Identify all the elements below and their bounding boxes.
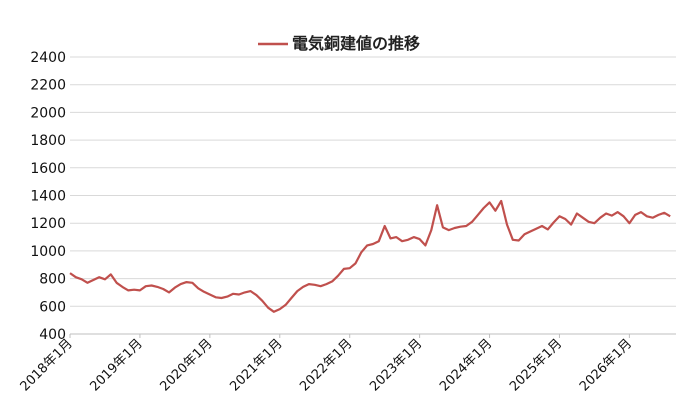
y-tick-label: 600 bbox=[39, 299, 66, 315]
x-tick-label: 2026年1月 bbox=[577, 336, 635, 394]
y-tick-label: 1200 bbox=[30, 216, 66, 232]
x-tick-label: 2024年1月 bbox=[437, 336, 495, 394]
legend: 電気銅建値の推移 bbox=[258, 34, 420, 53]
x-tick-label: 2023年1月 bbox=[367, 336, 425, 394]
y-tick-label: 1800 bbox=[30, 133, 66, 149]
series-line bbox=[69, 199, 671, 313]
y-tick-label: 2000 bbox=[30, 105, 66, 121]
y-tick-label: 1000 bbox=[30, 244, 66, 260]
x-tick-label: 2018年1月 bbox=[18, 336, 76, 394]
y-tick-label: 400 bbox=[39, 327, 66, 343]
y-tick-label: 800 bbox=[39, 272, 66, 288]
x-tick-label: 2025年1月 bbox=[507, 336, 565, 394]
legend-label: 電気銅建値の推移 bbox=[292, 34, 420, 53]
x-tick-label: 2022年1月 bbox=[297, 336, 355, 394]
gridlines bbox=[70, 56, 676, 335]
y-tick-label: 2400 bbox=[30, 50, 66, 66]
y-axis: 400 600 800 1000 1200 1400 1600 1800 2000 2200 240… bbox=[30, 50, 66, 343]
x-tick-label: 2021年1月 bbox=[227, 336, 285, 394]
y-tick-label: 1600 bbox=[30, 161, 66, 177]
x-tick-label: 2019年1月 bbox=[88, 336, 146, 394]
y-tick-label: 2200 bbox=[30, 78, 66, 94]
x-axis: 2018年1月 2019年1月 2020年1月 2021年1月 2022年1月 2023年… bbox=[18, 334, 635, 394]
x-tick-label: 2020年1月 bbox=[157, 336, 215, 394]
y-tick-label: 1400 bbox=[30, 189, 66, 205]
